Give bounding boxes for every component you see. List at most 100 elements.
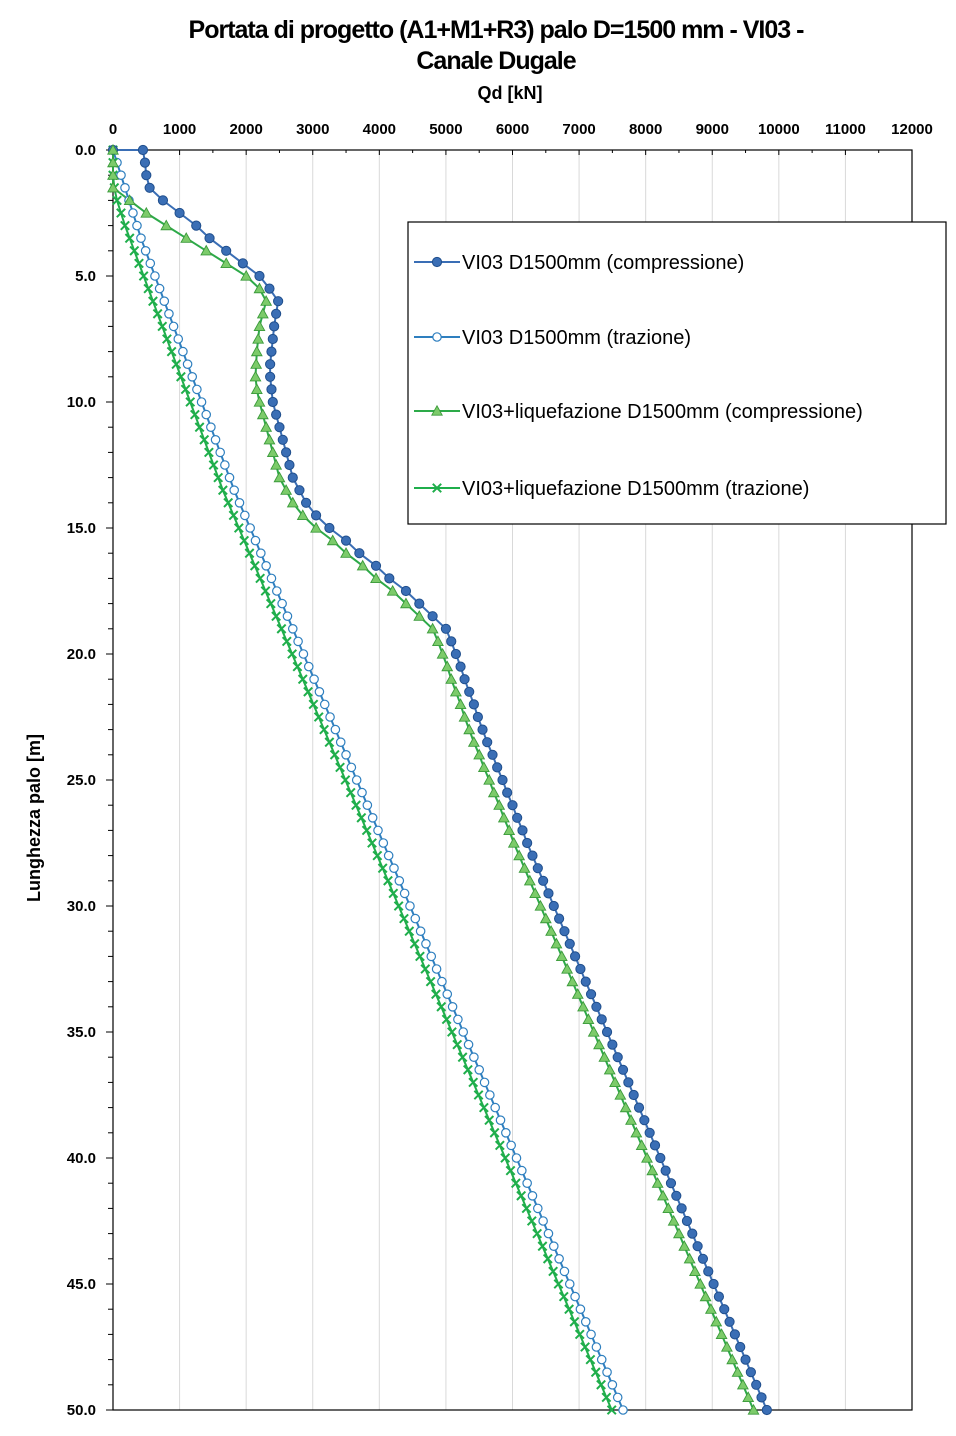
- data-point: [511, 1153, 522, 1163]
- data-point: [221, 245, 232, 256]
- data-point: [253, 282, 266, 294]
- x-tick-label: 4000: [363, 121, 396, 138]
- data-point: [683, 1252, 696, 1264]
- data-point: [569, 1316, 580, 1327]
- data-point: [580, 1317, 591, 1327]
- data-point: [296, 509, 309, 521]
- y-axis-label: Lunghezza palo [m]: [24, 734, 44, 902]
- data-point: [614, 1088, 627, 1100]
- data-point: [326, 534, 339, 546]
- data-point: [462, 1064, 473, 1075]
- data-point: [267, 396, 278, 408]
- data-point: [742, 1391, 755, 1403]
- data-point: [303, 661, 314, 672]
- data-point: [657, 1189, 669, 1201]
- data-point: [606, 1405, 617, 1415]
- data-point: [200, 244, 213, 256]
- data-point: [356, 812, 367, 823]
- data-point: [287, 649, 298, 659]
- data-point: [703, 1266, 714, 1277]
- data-point: [449, 685, 462, 697]
- data-point: [249, 370, 262, 382]
- data-point: [458, 1027, 469, 1037]
- data-point: [601, 1392, 612, 1403]
- x-tick-label: 0: [109, 121, 117, 138]
- data-point: [490, 1102, 500, 1113]
- data-point: [558, 1291, 569, 1302]
- data-point: [244, 548, 255, 559]
- data-point: [596, 1379, 606, 1390]
- data-point: [128, 208, 138, 218]
- data-point: [522, 837, 533, 849]
- data-point: [676, 1203, 687, 1214]
- series-markers-1: [108, 145, 628, 1415]
- data-point: [704, 1303, 717, 1314]
- y-tick-label: 15.0: [67, 520, 96, 537]
- data-point: [413, 610, 426, 621]
- data-point: [145, 258, 156, 269]
- data-point: [441, 1014, 452, 1025]
- data-point: [577, 1000, 590, 1012]
- data-point: [178, 346, 188, 357]
- data-point: [457, 1052, 468, 1063]
- data-point: [720, 1340, 733, 1352]
- data-point: [564, 938, 575, 949]
- data-point: [548, 1241, 559, 1251]
- data-point: [313, 712, 324, 722]
- data-point: [124, 233, 135, 244]
- data-point: [564, 1279, 575, 1289]
- legend-entry: VI03 D1500mm (trazione): [414, 327, 691, 349]
- data-point: [678, 1240, 691, 1251]
- data-point: [309, 674, 319, 684]
- data-point: [250, 345, 263, 357]
- data-point: [253, 395, 266, 407]
- data-point: [710, 1315, 723, 1327]
- data-point: [474, 1065, 485, 1075]
- data-point: [277, 434, 288, 445]
- data-point: [719, 1304, 730, 1315]
- data-point: [697, 1253, 709, 1264]
- data-point: [538, 875, 549, 886]
- data-point: [185, 397, 196, 407]
- data-point: [590, 1367, 601, 1378]
- data-point: [543, 1228, 554, 1239]
- data-point: [220, 460, 230, 470]
- data-point: [194, 422, 205, 433]
- data-point: [667, 1214, 680, 1226]
- data-point: [571, 988, 584, 999]
- data-point: [310, 510, 322, 521]
- data-point: [585, 989, 597, 1000]
- legend-label: VI03+liquefazione D1500mm (trazione): [462, 478, 809, 500]
- data-point: [325, 712, 335, 722]
- legend-label: VI03 D1500mm (compressione): [462, 252, 744, 274]
- data-point: [269, 321, 280, 332]
- data-point: [591, 1001, 602, 1012]
- data-point: [159, 296, 170, 306]
- data-point: [280, 484, 293, 495]
- data-point: [553, 1279, 564, 1289]
- data-point: [641, 1151, 653, 1163]
- data-point: [370, 572, 382, 584]
- data-point: [263, 433, 276, 445]
- data-point: [399, 913, 409, 924]
- legend-entry: VI03+liquefazione D1500mm (trazione): [414, 478, 809, 500]
- data-point: [129, 245, 140, 256]
- legend-label: VI03 D1500mm (trazione): [462, 327, 691, 349]
- data-point: [224, 472, 235, 483]
- data-point: [427, 611, 438, 622]
- data-point: [538, 1216, 548, 1226]
- data-point: [607, 1380, 618, 1390]
- data-point: [303, 686, 313, 697]
- data-point: [688, 1265, 701, 1277]
- data-point: [154, 283, 165, 294]
- data-point: [442, 989, 453, 999]
- data-point: [256, 307, 269, 319]
- data-point: [692, 1241, 703, 1252]
- data-point: [489, 1127, 500, 1138]
- data-point: [386, 584, 399, 596]
- series-markers-0: [107, 144, 772, 1416]
- data-point: [180, 384, 191, 395]
- data-point: [575, 963, 586, 975]
- data-point: [455, 661, 466, 672]
